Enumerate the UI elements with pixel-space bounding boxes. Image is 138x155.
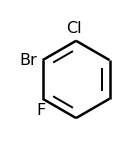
Text: Br: Br <box>20 53 38 68</box>
Text: F: F <box>37 103 46 118</box>
Text: Cl: Cl <box>66 21 81 36</box>
